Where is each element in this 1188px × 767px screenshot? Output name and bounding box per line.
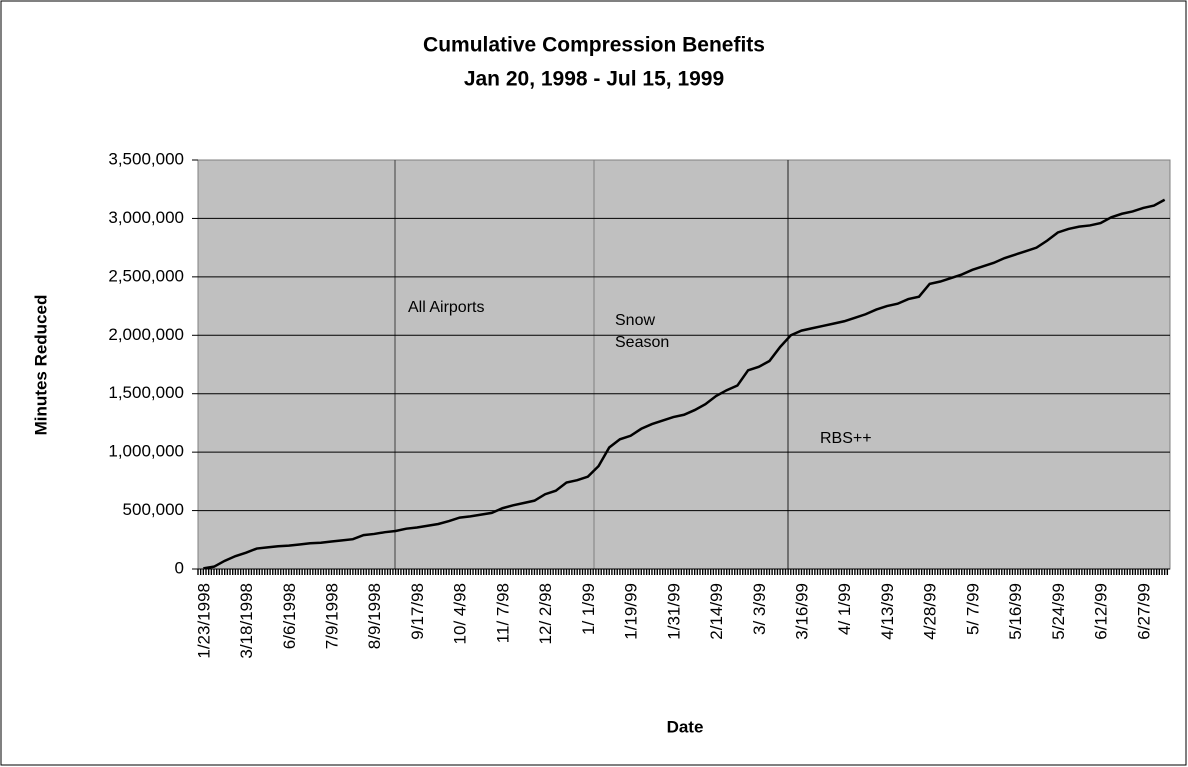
x-tick-label: 5/ 7/99 — [963, 583, 982, 635]
x-tick-label: 1/19/99 — [622, 583, 641, 640]
x-tick-label: 4/13/99 — [878, 583, 897, 640]
y-tick-label: 1,000,000 — [108, 442, 184, 461]
x-tick-label: 5/16/99 — [1006, 583, 1025, 640]
y-tick-label: 2,500,000 — [108, 266, 184, 285]
x-tick-label: 6/27/99 — [1134, 583, 1153, 640]
y-tick-label: 3,000,000 — [108, 208, 184, 227]
annotation: Snow Season — [615, 312, 670, 351]
x-tick-label: 4/28/99 — [921, 583, 940, 640]
x-tick-label: 1/23/1998 — [194, 583, 213, 659]
x-tick-label: 3/18/1998 — [237, 583, 256, 659]
x-tick-label: 6/6/1998 — [280, 583, 299, 649]
x-axis-title: Date — [667, 717, 704, 736]
annotation: RBS++ — [820, 430, 872, 447]
x-tick-label: 10/ 4/98 — [451, 583, 470, 644]
x-tick-label: 3/16/99 — [792, 583, 811, 640]
x-tick-label: 7/9/1998 — [323, 583, 342, 649]
x-tick-label: 6/12/99 — [1092, 583, 1111, 640]
y-tick-label: 3,500,000 — [108, 149, 184, 168]
x-tick-label: 12/ 2/98 — [536, 583, 555, 644]
chart-subtitle: Jan 20, 1998 - Jul 15, 1999 — [464, 68, 724, 91]
plot-area — [197, 159, 1171, 570]
x-tick-label: 3/ 3/99 — [750, 583, 769, 635]
chart-title: Cumulative Compression Benefits — [423, 34, 765, 57]
y-tick-label: 2,000,000 — [108, 325, 184, 344]
data-line — [203, 198, 1166, 570]
x-tick-label: 2/14/99 — [707, 583, 726, 640]
y-axis-title: Minutes Reduced — [31, 295, 50, 436]
x-tick-label: 8/9/1998 — [365, 583, 384, 649]
annotation: All Airports — [408, 299, 485, 316]
y-tick-label: 1,500,000 — [108, 383, 184, 402]
y-tick-label: 500,000 — [123, 500, 184, 519]
x-tick-label: 9/17/98 — [408, 583, 427, 640]
x-tick-label: 1/ 1/99 — [579, 583, 598, 635]
x-tick-label: 4/ 1/99 — [835, 583, 854, 635]
x-tick-label: 5/24/99 — [1049, 583, 1068, 640]
x-tick-label: 11/ 7/98 — [493, 583, 512, 643]
y-tick-label: 0 — [175, 558, 184, 577]
x-tick-label: 1/31/99 — [664, 583, 683, 640]
